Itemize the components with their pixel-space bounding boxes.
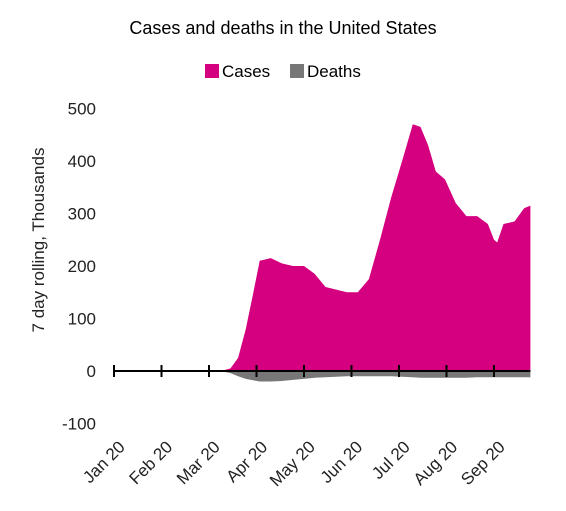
- y-tick-label: 300: [68, 205, 96, 224]
- x-tick-label: Sep 20: [457, 437, 509, 489]
- x-tick-label: Apr 20: [222, 437, 271, 486]
- series-area-deaths: [114, 371, 531, 382]
- legend-label-deaths: Deaths: [307, 62, 361, 81]
- y-tick-label: -100: [62, 415, 96, 434]
- y-tick-label: 400: [68, 152, 96, 171]
- legend: Cases Deaths: [205, 62, 361, 81]
- x-tick-label: Jan 20: [79, 437, 129, 487]
- y-tick-label: 200: [68, 257, 96, 276]
- x-tick-label: Feb 20: [125, 437, 176, 488]
- y-axis-label: 7 day rolling, Thousands: [29, 148, 48, 333]
- x-tick-label: Jul 20: [368, 437, 414, 483]
- legend-swatch-deaths: [290, 64, 304, 78]
- series-area-cases: [114, 124, 531, 371]
- x-tick-label: Jun 20: [317, 437, 367, 487]
- legend-label-cases: Cases: [222, 62, 270, 81]
- legend-item-deaths: Deaths: [290, 62, 361, 81]
- legend-swatch-cases: [205, 64, 219, 78]
- y-tick-label: 100: [68, 310, 96, 329]
- x-tick-label: Mar 20: [173, 437, 224, 488]
- y-tick-label: 500: [68, 100, 96, 119]
- y-tick-label: 0: [87, 362, 96, 381]
- legend-item-cases: Cases: [205, 62, 270, 81]
- chart-title: Cases and deaths in the United States: [129, 18, 436, 38]
- x-tick-label: Aug 20: [410, 437, 462, 489]
- x-tick-label: May 20: [266, 437, 319, 490]
